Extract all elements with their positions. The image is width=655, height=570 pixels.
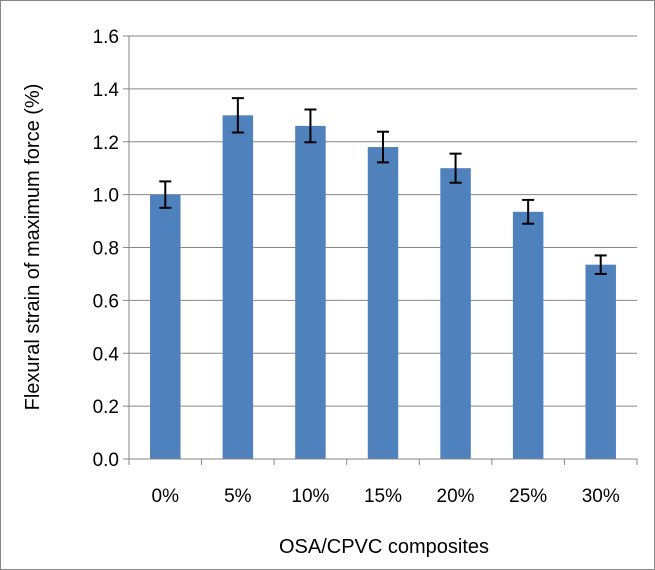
y-tick-labels: 0.0 0.2 0.4 0.6 0.8 1.0 1.2 1.4 1.6 xyxy=(93,27,120,471)
error-bar xyxy=(377,130,389,164)
y-tick-label: 0.6 xyxy=(93,291,119,312)
bar xyxy=(512,211,544,459)
axes xyxy=(123,35,638,465)
y-tick-label: 0.0 xyxy=(93,450,119,471)
bar xyxy=(585,264,616,459)
bars xyxy=(150,115,616,459)
y-tick-label: 1.6 xyxy=(93,27,119,48)
y-tick-label: 1.2 xyxy=(93,133,119,154)
x-tick-label: 25% xyxy=(509,486,547,507)
x-tick-label: 30% xyxy=(582,486,620,507)
x-tick-label: 0% xyxy=(152,486,180,507)
error-bar xyxy=(159,180,172,209)
bar xyxy=(295,125,326,459)
x-tick-labels: 0% 5% 10% 15% 20% 25% 30% xyxy=(152,486,620,507)
y-tick-label: 0.4 xyxy=(93,344,120,365)
x-tick-label: 20% xyxy=(437,486,475,507)
error-bar xyxy=(449,152,462,184)
y-tick-label: 1.4 xyxy=(93,80,120,101)
error-bar xyxy=(231,97,244,134)
bar xyxy=(222,115,254,459)
bar xyxy=(150,194,181,459)
x-tick-label: 5% xyxy=(224,486,252,507)
y-tick-label: 0.2 xyxy=(93,397,119,418)
x-axis-title: OSA/CPVC composites xyxy=(279,536,489,558)
error-bar xyxy=(594,254,607,275)
x-tick-label: 10% xyxy=(291,486,329,507)
error-bars xyxy=(159,97,607,275)
error-bar xyxy=(522,198,535,225)
y-axis-title: Flexural strain of maximum force (%) xyxy=(22,84,44,411)
error-bar xyxy=(304,108,317,144)
bar xyxy=(440,168,471,459)
y-tick-label: 1.0 xyxy=(93,186,119,207)
bar xyxy=(367,147,399,459)
y-tick-label: 0.8 xyxy=(93,239,119,260)
x-tick-label: 15% xyxy=(364,486,402,507)
